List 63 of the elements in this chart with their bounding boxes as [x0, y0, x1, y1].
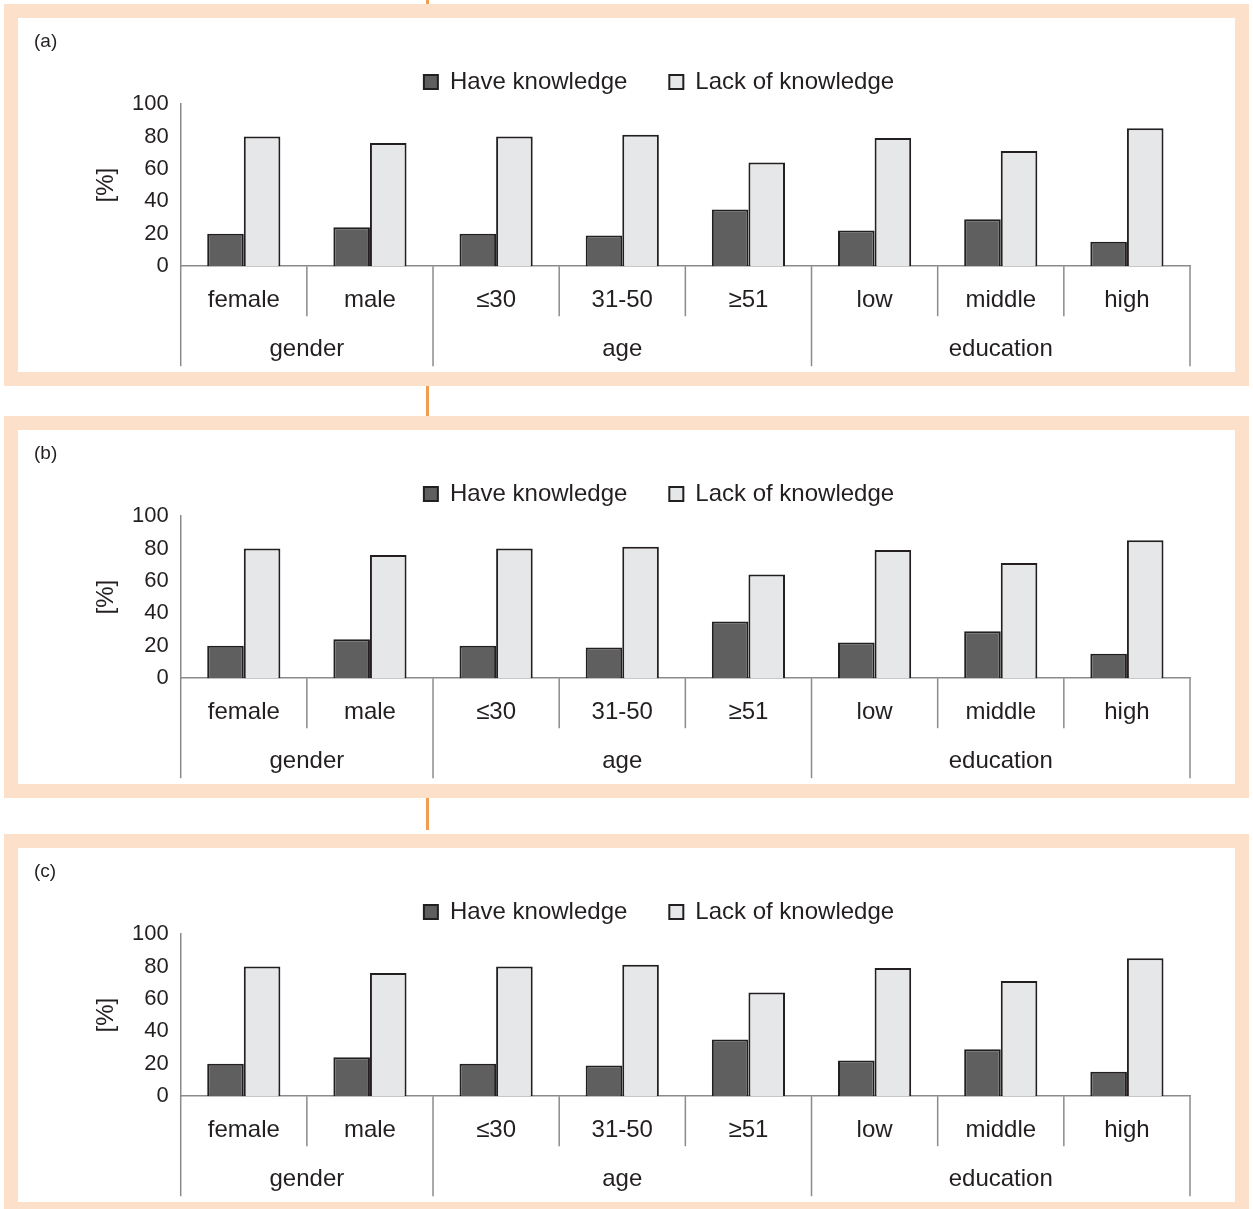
legend-label: Have knowledge: [449, 66, 628, 94]
x-tick-label: male: [343, 1115, 396, 1143]
y-axis-title: [%]: [90, 997, 118, 1033]
y-tick-label: 20: [144, 631, 169, 657]
x-tick-label: middle: [965, 697, 1037, 725]
legend-label: Lack of knowledge: [695, 896, 895, 924]
y-tick-label: 60: [144, 154, 169, 180]
y-tick-label: 0: [156, 1082, 169, 1108]
y-tick-label: 80: [144, 122, 169, 148]
text: age: [602, 333, 643, 361]
y-tick-label: 0: [156, 664, 169, 690]
x-tick-label: ≥51: [728, 1115, 769, 1143]
legend-label: Have knowledge: [449, 478, 628, 506]
x-tick-label: female: [207, 1115, 280, 1143]
y-tick-label: 80: [144, 534, 169, 560]
x-tick-label: 31-50: [591, 697, 653, 725]
x-tick-label: high: [1104, 285, 1150, 313]
y-tick-label: 60: [144, 984, 169, 1010]
x-tick-label: ≤30: [476, 285, 517, 313]
y-tick-label: 40: [144, 1017, 169, 1043]
text: age: [602, 745, 643, 773]
text: education: [948, 333, 1053, 361]
x-tick-label: ≤30: [476, 697, 517, 725]
legend-label: Have knowledge: [449, 896, 628, 924]
x-tick-label: ≥51: [728, 697, 769, 725]
x-tick-label: high: [1104, 1115, 1150, 1143]
legend-label: Lack of knowledge: [695, 478, 895, 506]
x-tick-label: female: [207, 285, 280, 313]
x-tick-label: low: [856, 1115, 894, 1143]
x-tick-label: high: [1104, 697, 1150, 725]
y-tick-label: 20: [144, 1049, 169, 1075]
text: gender: [269, 333, 345, 361]
text: education: [948, 745, 1053, 773]
y-tick-label: 100: [131, 90, 169, 116]
text: gender: [269, 745, 345, 773]
x-tick-label: middle: [965, 285, 1037, 313]
x-tick-label: ≥51: [728, 285, 769, 313]
y-tick-label: 0: [156, 252, 169, 278]
y-axis-title: [%]: [90, 167, 118, 203]
chart-title: (c): [34, 860, 57, 882]
chart-title: (b): [34, 442, 58, 464]
y-tick-label: 60: [144, 566, 169, 592]
x-tick-label: low: [856, 697, 894, 725]
y-tick-label: 40: [144, 599, 169, 625]
x-tick-label: ≤30: [476, 1115, 517, 1143]
y-tick-label: 40: [144, 187, 169, 213]
x-tick-label: male: [343, 697, 396, 725]
text: age: [602, 1163, 643, 1191]
text: gender: [269, 1163, 345, 1191]
x-tick-label: 31-50: [591, 285, 653, 313]
y-tick-label: 100: [131, 920, 169, 946]
y-tick-label: 80: [144, 952, 169, 978]
x-tick-label: low: [856, 285, 894, 313]
y-tick-label: 100: [131, 502, 169, 528]
x-tick-label: 31-50: [591, 1115, 653, 1143]
y-axis-title: [%]: [90, 579, 118, 615]
text: education: [948, 1163, 1053, 1191]
x-tick-label: middle: [965, 1115, 1037, 1143]
legend-label: Lack of knowledge: [695, 66, 895, 94]
x-tick-label: female: [207, 697, 280, 725]
y-tick-label: 20: [144, 219, 169, 245]
x-tick-label: male: [343, 285, 396, 313]
chart-title: (a): [34, 30, 58, 52]
